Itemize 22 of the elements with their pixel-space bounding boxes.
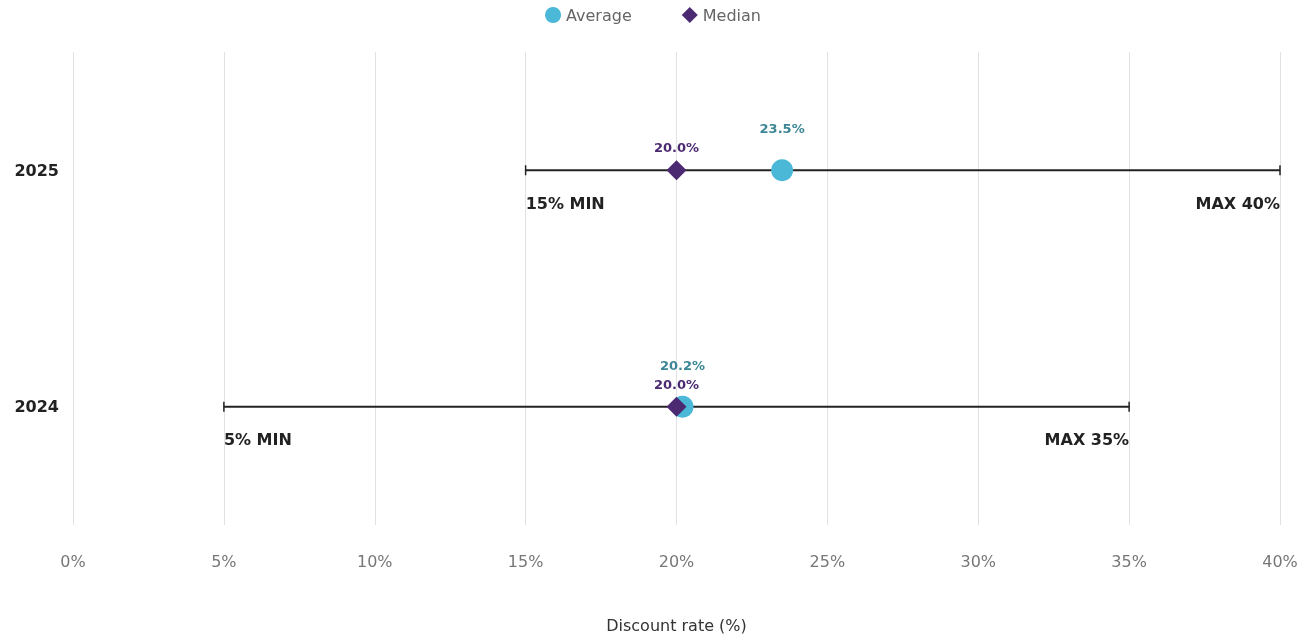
annotation: MAX 40% (1195, 193, 1280, 213)
x-tick-label: 20% (658, 551, 695, 571)
data-label: 20.0% (653, 376, 700, 392)
data-label: 23.5% (759, 121, 805, 137)
x-tick-label: 0% (60, 551, 86, 571)
y-tick-label: 2024 (14, 397, 59, 417)
x-tick-label: 5% (211, 551, 237, 571)
x-tick-label: 25% (809, 551, 846, 571)
legend-label: Median (702, 5, 761, 25)
annotation: 5% MIN (223, 430, 292, 450)
y-tick-label: 2025 (14, 160, 59, 180)
annotation: MAX 35% (1044, 430, 1130, 450)
data-label: 20.2% (659, 357, 706, 373)
x-tick-label: 40% (1262, 551, 1298, 571)
legend-label: Average (566, 5, 632, 25)
data-label: 20.0% (653, 140, 700, 156)
annotation: 15% MIN (525, 193, 605, 213)
x-axis-title: Discount rate (%) (606, 615, 747, 635)
x-tick-label: 10% (356, 551, 393, 571)
x-tick-label: 15% (507, 551, 544, 571)
x-tick-label: 30% (960, 551, 997, 571)
x-tick-label: 35% (1111, 551, 1147, 571)
